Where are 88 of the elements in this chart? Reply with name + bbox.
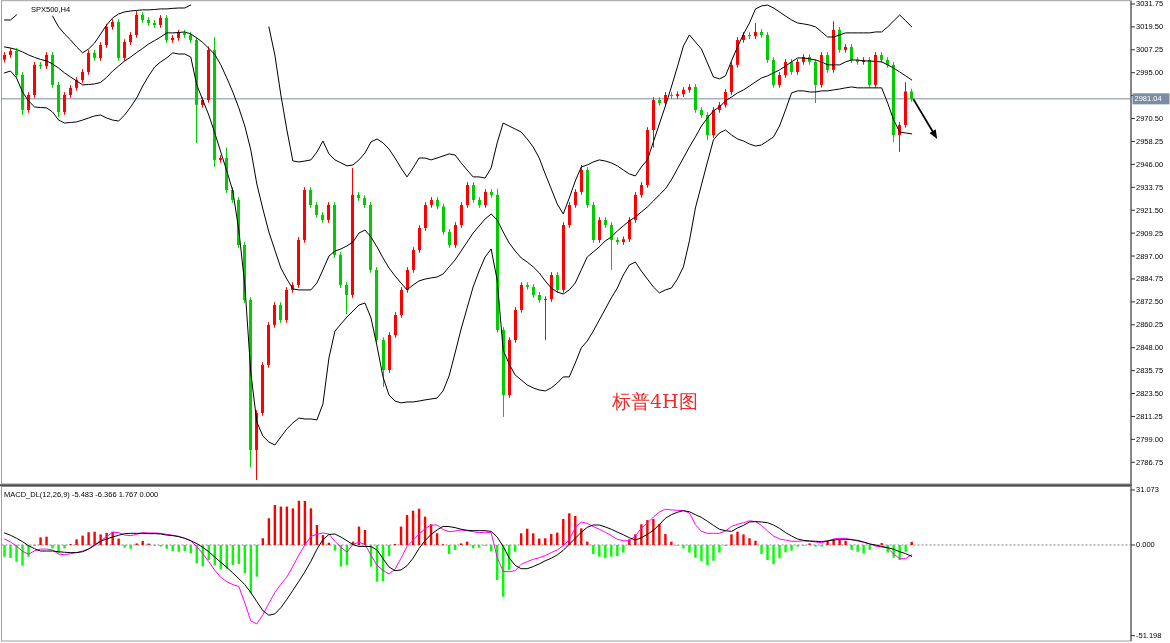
candlestick — [838, 26, 841, 54]
bar — [694, 545, 697, 558]
bar — [862, 545, 865, 554]
bar — [63, 545, 66, 549]
bar — [15, 545, 18, 562]
bar — [51, 545, 54, 549]
candlestick — [165, 14, 168, 44]
bar — [141, 540, 144, 545]
candlestick — [273, 301, 276, 329]
bar — [39, 537, 42, 545]
bar — [754, 540, 757, 545]
candlestick — [694, 83, 697, 114]
bar — [790, 545, 793, 551]
candlestick — [424, 201, 427, 232]
candlestick — [850, 43, 853, 64]
candlestick — [574, 188, 577, 209]
candlestick — [628, 216, 631, 243]
candlestick — [484, 188, 487, 209]
bar — [844, 540, 847, 545]
candlestick — [466, 181, 469, 209]
bar — [760, 545, 763, 555]
candlestick — [87, 49, 90, 76]
candlestick — [460, 201, 463, 229]
bar — [652, 518, 655, 545]
bar — [3, 545, 6, 557]
bar — [75, 539, 78, 545]
bar — [81, 535, 84, 545]
bar — [610, 545, 613, 557]
bar — [766, 545, 769, 561]
candlestick — [544, 295, 547, 341]
bar — [9, 545, 12, 558]
bar — [748, 538, 751, 545]
bar — [93, 531, 96, 545]
bar — [87, 532, 90, 545]
bar — [718, 545, 721, 553]
candlestick — [99, 41, 102, 62]
bar — [772, 545, 775, 564]
candlestick — [706, 111, 709, 141]
candlestick — [15, 47, 18, 79]
candlestick — [814, 58, 817, 104]
candlestick — [394, 311, 397, 339]
candlestick — [345, 281, 348, 315]
bar — [706, 545, 709, 565]
candlestick — [412, 246, 415, 274]
candlestick — [105, 23, 108, 49]
line-series — [4, 52, 913, 446]
candlestick — [327, 201, 330, 224]
bar — [604, 545, 607, 559]
bar — [784, 545, 787, 553]
candlestick — [826, 51, 829, 74]
candlestick — [418, 224, 421, 254]
bar — [712, 545, 715, 561]
annotation: 标普4H图 — [611, 390, 698, 412]
bar — [664, 534, 667, 545]
candlestick — [63, 91, 66, 116]
bar — [622, 545, 625, 553]
candlestick — [279, 301, 282, 324]
bar — [742, 534, 745, 545]
candlestick — [784, 58, 787, 79]
bar — [736, 531, 739, 545]
bar — [21, 545, 24, 566]
bar — [682, 545, 685, 549]
bar — [123, 545, 126, 548]
bar — [850, 545, 853, 550]
bar — [45, 536, 48, 545]
bar — [856, 545, 859, 552]
bar — [700, 545, 703, 561]
candlestick — [568, 201, 571, 229]
candlestick — [454, 221, 457, 249]
candlestick — [556, 271, 559, 294]
candlestick — [309, 186, 312, 209]
candlestick — [406, 266, 409, 294]
bar — [670, 541, 673, 545]
bar — [616, 545, 619, 556]
candlestick — [448, 228, 451, 249]
bar — [658, 523, 661, 545]
candlestick — [472, 181, 475, 204]
bar — [129, 545, 132, 549]
candlestick — [123, 38, 126, 62]
candlestick — [598, 216, 601, 244]
candlestick — [580, 164, 583, 196]
bar — [688, 545, 691, 553]
bar — [477, 545, 481, 548]
bar — [730, 534, 733, 545]
bar — [117, 538, 120, 545]
candlestick — [135, 10, 138, 39]
bar — [778, 545, 781, 559]
bar — [868, 545, 871, 550]
